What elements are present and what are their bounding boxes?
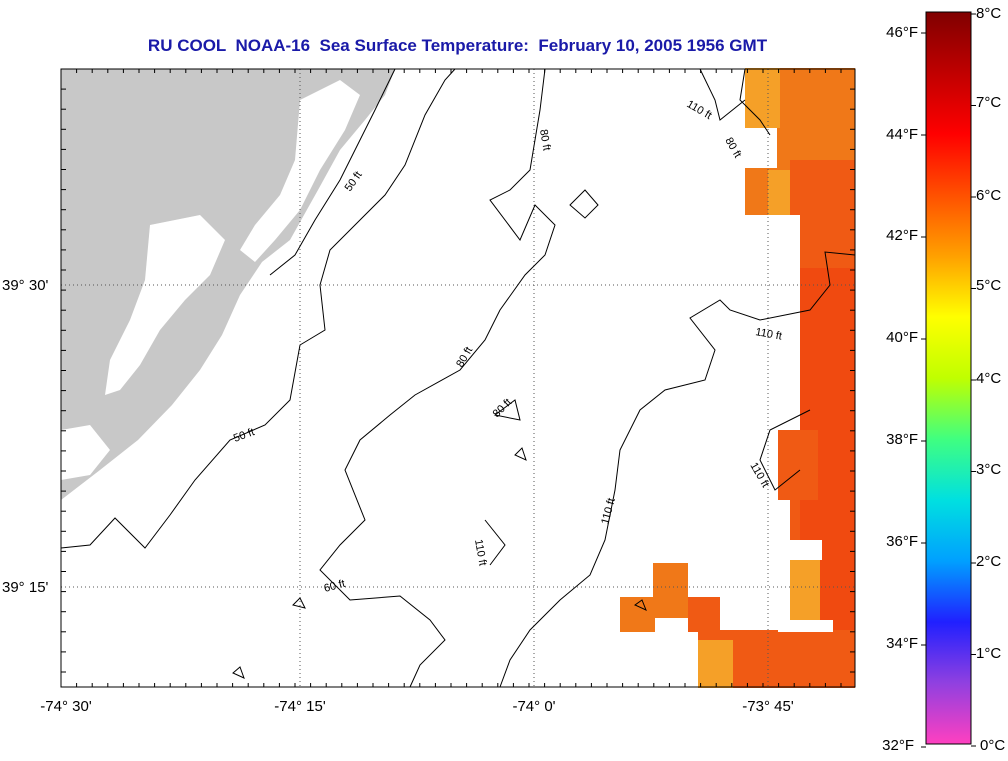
contour-50ft-b xyxy=(60,68,456,549)
sst-gap-3 xyxy=(745,430,778,630)
contour-small-3 xyxy=(514,447,527,461)
contour-110ft-c xyxy=(759,409,811,491)
contour-110ft-a xyxy=(699,68,746,121)
contour-label: 110 ft xyxy=(754,326,782,342)
colorbar-c-label: 0°C xyxy=(980,737,1005,754)
land-layer xyxy=(61,69,395,500)
map-title: RU COOL NOAA-16 Sea Surface Temperature:… xyxy=(147,36,768,55)
colorbar-f-label: 44°F xyxy=(886,126,918,143)
grid-lines xyxy=(61,69,855,687)
colorbar-f-label: 40°F xyxy=(886,329,918,346)
sst-gap-4 xyxy=(778,500,790,630)
x-tick-label: -74° 30' xyxy=(40,698,92,715)
colorbar xyxy=(925,11,972,745)
sst-gap-6 xyxy=(778,620,833,632)
bathymetry-contours xyxy=(60,68,856,688)
colorbar-f-label: 36°F xyxy=(886,533,918,550)
contour-label: 110 ft xyxy=(472,538,488,566)
colorbar-c-label: 2°C xyxy=(976,553,1001,570)
colorbar-c-label: 1°C xyxy=(976,645,1001,662)
sst-patch-1 xyxy=(745,68,780,128)
sst-gap-1 xyxy=(745,128,777,168)
contour-small-7 xyxy=(634,599,647,611)
contour-small-6 xyxy=(232,666,245,679)
y-tick-label: 39° 15' xyxy=(2,579,49,596)
colorbar-c-label: 7°C xyxy=(976,94,1001,111)
tick-marks xyxy=(60,68,855,687)
colorbar-f-label: 38°F xyxy=(886,431,918,448)
contour-50ft-a xyxy=(269,68,396,276)
sst-patch-6 xyxy=(688,597,720,632)
contour-80ft-a xyxy=(319,68,556,688)
contour-label: 80 ft xyxy=(491,396,515,420)
sst-patch-7 xyxy=(620,597,655,632)
contour-small-2 xyxy=(493,399,521,421)
contour-small-5 xyxy=(292,597,306,609)
contour-label: 80 ft xyxy=(537,128,553,151)
colorbar-c-label: 4°C xyxy=(976,370,1001,387)
contour-label: 80 ft xyxy=(722,136,743,161)
new-jersey-land xyxy=(61,69,395,500)
colorbar-labels: 46°F 44°F 42°F 40°F 38°F 36°F 34°F 32°F … xyxy=(882,5,1005,754)
colorbar-f-label: 46°F xyxy=(886,24,918,41)
colorbar-c-label: 5°C xyxy=(976,277,1001,294)
sst-patch-2 xyxy=(768,170,790,215)
sst-patch-9 xyxy=(698,640,733,688)
sst-gap-5 xyxy=(790,540,822,560)
bay-water-3 xyxy=(61,425,110,480)
colorbar-f-label: 32°F xyxy=(882,737,914,754)
axis-labels: -74° 30' -74° 15' -74° 0' -73° 45' 39° 3… xyxy=(2,277,794,715)
contour-110ft-b xyxy=(499,251,856,688)
contour-label: 50 ft xyxy=(232,426,256,445)
sst-patch-5 xyxy=(653,563,688,618)
map-frame xyxy=(60,68,856,688)
sst-gap-2 xyxy=(745,215,800,430)
y-tick-label: 39° 30' xyxy=(2,277,49,294)
sst-data-layer xyxy=(620,68,855,688)
sst-patch-3 xyxy=(778,430,818,500)
colorbar-c-label: 6°C xyxy=(976,187,1001,204)
x-tick-label: -73° 45' xyxy=(742,698,794,715)
x-tick-label: -74° 0' xyxy=(512,698,555,715)
colorbar-ticks xyxy=(921,13,976,748)
contour-small-1 xyxy=(569,189,599,219)
sst-patch-4 xyxy=(788,560,820,620)
contour-label: 50 ft xyxy=(343,169,365,193)
contour-small-4 xyxy=(484,519,506,566)
contour-label: 110 ft xyxy=(685,98,714,122)
contour-label: 110 ft xyxy=(599,497,618,526)
colorbar-c-label: 8°C xyxy=(976,5,1001,22)
x-tick-label: -74° 15' xyxy=(274,698,326,715)
contour-label: 80 ft xyxy=(454,345,475,370)
bay-water-1 xyxy=(240,80,360,262)
colorbar-c-label: 3°C xyxy=(976,461,1001,478)
bay-water-2 xyxy=(105,215,225,395)
contour-label: 60 ft xyxy=(323,578,347,595)
colorbar-f-label: 34°F xyxy=(886,635,918,652)
colorbar-f-label: 42°F xyxy=(886,227,918,244)
contour-80ft-b xyxy=(739,68,771,136)
